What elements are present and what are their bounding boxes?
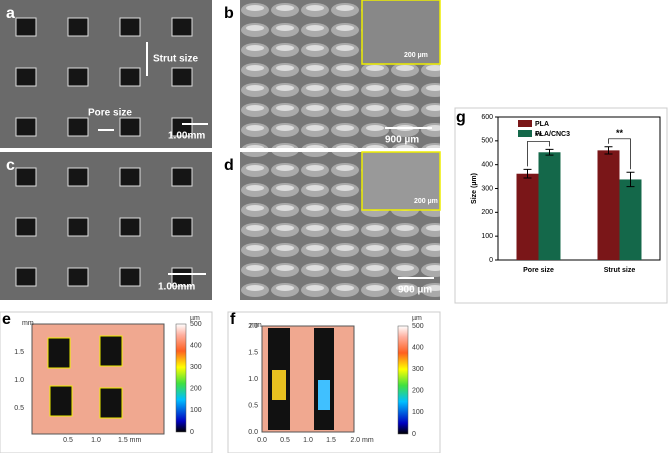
error-bar [626, 171, 635, 188]
panel-label: c [6, 157, 15, 174]
colorbar-tick: 0 [190, 429, 194, 436]
scale-label: 900 µm [385, 135, 419, 146]
colorbar-tick: 200 [412, 388, 424, 395]
tick-label: 1.0 [248, 376, 258, 383]
panel-label: f [230, 311, 236, 328]
panel-label: d [224, 157, 234, 174]
annotation: Pore size [88, 108, 132, 119]
tick-label: 1.0 [14, 377, 24, 384]
legend-swatch [518, 130, 532, 137]
frame [454, 107, 668, 304]
tick-label: 2.0 mm [350, 437, 374, 444]
y-tick-label: 0 [489, 257, 493, 264]
sem-image [0, 152, 212, 300]
panel-label: g [456, 109, 466, 126]
colorbar-tick: 100 [190, 407, 202, 414]
legend-label: PLA [535, 121, 549, 128]
colorbar-tick: 400 [412, 344, 424, 351]
significance: ** [616, 128, 624, 138]
scale-label: 1.00mm [158, 282, 195, 293]
colorbar-tick: 400 [190, 342, 202, 349]
bar [538, 152, 561, 260]
colorbar [175, 323, 187, 433]
tick-label: 0.5 [63, 437, 73, 444]
significance-bracket [608, 138, 631, 170]
scale-label: 200 µm [404, 52, 428, 59]
error-bar [545, 148, 554, 156]
pore [99, 335, 123, 367]
error-bar [604, 146, 613, 155]
tick-label: 0.5 [280, 437, 290, 444]
x-tick-label: Pore size [523, 267, 554, 274]
axis-unit: mm [250, 322, 262, 329]
significance-bracket [527, 141, 550, 167]
pore [314, 328, 334, 430]
panel-label: e [2, 311, 11, 328]
panel-label: a [6, 5, 15, 22]
y-tick-label: 300 [481, 185, 493, 192]
annotation: Strut size [153, 54, 198, 65]
bar [597, 150, 620, 260]
tick-label: 0.0 [257, 437, 267, 444]
tick-label: 0.0 [248, 429, 258, 436]
error-bar [523, 168, 532, 179]
tick-label: 1.5 [14, 349, 24, 356]
colorbar-tick: 100 [412, 409, 424, 416]
panel-label: b [224, 5, 234, 22]
height-region [318, 380, 330, 410]
scale-label: 1.00mm [168, 131, 205, 142]
y-tick-label: 500 [481, 138, 493, 145]
x-tick-label: Strut size [604, 267, 636, 274]
bar [619, 179, 642, 260]
height-region [272, 370, 286, 400]
legend-swatch [518, 120, 532, 127]
significance: ** [535, 131, 543, 141]
y-tick-label: 100 [481, 233, 493, 240]
tick-label: 1.0 [91, 437, 101, 444]
colorbar-tick: 0 [412, 431, 416, 438]
tick-label: 2.0 [248, 323, 258, 330]
axis-unit: mm [22, 320, 34, 327]
colorbar-tick: 200 [190, 386, 202, 393]
tick-label: 1.5 [248, 349, 258, 356]
colorbar-tick: 500 [412, 323, 424, 330]
tick-label: 1.5 [326, 437, 336, 444]
colorbar-tick: 500 [190, 321, 202, 328]
colorbar-unit: µm [412, 315, 422, 322]
y-tick-label: 200 [481, 209, 493, 216]
legend-label: PLA/CNC3 [535, 131, 570, 138]
pore [47, 337, 71, 369]
colorbar-tick: 300 [190, 364, 202, 371]
sem-image [0, 0, 212, 148]
colorbar [397, 325, 409, 435]
y-tick-label: 600 [481, 114, 493, 121]
y-tick-label: 400 [481, 162, 493, 169]
tick-label: 0.5 [14, 405, 24, 412]
inset [361, 151, 441, 211]
pore [49, 385, 73, 417]
tick-label: 1.5 mm [118, 437, 142, 444]
y-axis-label: Size (µm) [471, 173, 478, 204]
colorbar-unit: µm [190, 315, 200, 322]
scale-label: 900 µm [398, 285, 432, 296]
pore [99, 387, 123, 419]
colorbar-tick: 300 [412, 366, 424, 373]
tick-label: 1.0 [303, 437, 313, 444]
bar [516, 173, 539, 260]
tick-label: 0.5 [248, 402, 258, 409]
scale-label: 200 µm [414, 198, 438, 205]
inset [361, 0, 441, 65]
